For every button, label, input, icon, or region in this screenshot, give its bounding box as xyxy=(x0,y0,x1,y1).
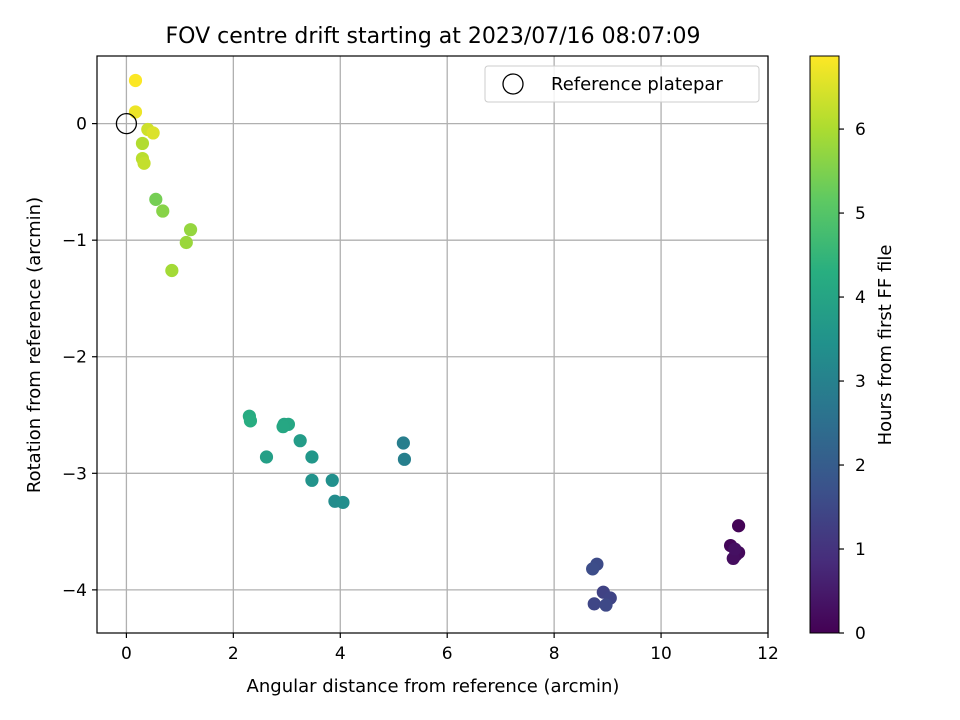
scatter-point xyxy=(128,73,143,88)
colorbar-tick-label: 5 xyxy=(855,204,866,224)
scatter-point xyxy=(137,156,151,170)
scatter-point xyxy=(587,597,601,611)
plot-frame xyxy=(96,55,769,634)
legend: Reference platepar xyxy=(484,65,760,103)
y-tick-label: −3 xyxy=(62,464,87,484)
scatter-point xyxy=(325,473,339,487)
x-axis-label: Angular distance from reference (arcmin) xyxy=(247,676,620,697)
scatter-point xyxy=(731,519,746,533)
scatter-point xyxy=(156,204,170,218)
y-tick-label: −2 xyxy=(62,348,87,368)
scatter-point xyxy=(165,263,179,278)
chart-title: FOV centre drift starting at 2023/07/16 … xyxy=(166,24,701,49)
scatter-point xyxy=(728,542,742,556)
colorbar-ticks: 0 1 2 3 4 5 6 xyxy=(839,120,866,644)
x-tick-label: 10 xyxy=(650,644,672,664)
scatter-point xyxy=(146,126,160,140)
x-tick-label: 2 xyxy=(228,644,239,664)
scatter-point xyxy=(397,452,412,466)
legend-box xyxy=(484,65,760,103)
scatter-point xyxy=(586,562,600,576)
y-tick-label: −4 xyxy=(62,581,87,601)
y-axis-ticks: 0 −1 −2 −3 −4 xyxy=(62,115,97,601)
colorbar-tick-label: 6 xyxy=(855,120,866,140)
scatter-point xyxy=(336,495,350,510)
colorbar-tick-label: 2 xyxy=(855,456,866,476)
legend-marker xyxy=(502,73,524,95)
y-tick-label: 0 xyxy=(76,115,87,135)
scatter-points xyxy=(128,73,746,612)
x-tick-label: 0 xyxy=(121,644,132,664)
y-axis-label: Rotation from reference (arcmin) xyxy=(24,197,45,493)
scatter-point xyxy=(305,450,319,464)
x-tick-label: 12 xyxy=(757,644,779,664)
scatter-point xyxy=(179,235,193,250)
reference-marker xyxy=(115,112,138,135)
scatter-point xyxy=(183,223,198,237)
scatter-point xyxy=(305,473,319,487)
reference-point xyxy=(115,112,138,135)
colorbar-tick-label: 0 xyxy=(855,624,866,644)
y-tick-label: −1 xyxy=(62,231,87,251)
scatter-point xyxy=(128,105,143,119)
colorbar-tick-label: 3 xyxy=(855,372,866,392)
scatter-point xyxy=(276,420,290,434)
colorbar-tick-label: 1 xyxy=(855,540,866,560)
scatter-point xyxy=(599,598,613,612)
colorbar xyxy=(809,55,840,634)
x-tick-label: 6 xyxy=(442,644,453,664)
scatter-point xyxy=(293,434,307,448)
x-axis-ticks: 0 2 4 6 8 10 12 xyxy=(121,633,779,664)
gridlines xyxy=(97,56,769,633)
x-tick-label: 8 xyxy=(549,644,560,664)
colorbar-label: Hours from first FF file xyxy=(875,245,896,446)
scatter-point xyxy=(149,192,163,206)
scatter-point xyxy=(243,414,258,428)
colorbar-tick-label: 4 xyxy=(855,288,866,308)
legend-entry-reference: Reference platepar xyxy=(551,74,723,95)
scatter-point xyxy=(259,450,274,464)
x-tick-label: 4 xyxy=(335,644,346,664)
scatter-point xyxy=(135,136,150,151)
scatter-point xyxy=(396,436,410,450)
